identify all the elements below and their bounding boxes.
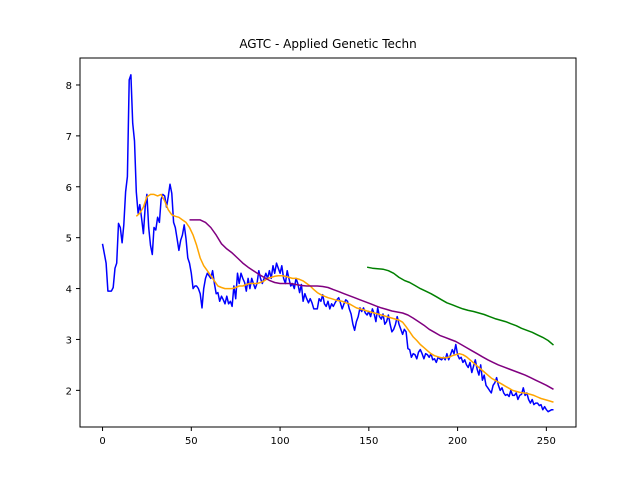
plot-frame [79,57,577,428]
y-tick-label-1: 3 [66,335,72,346]
series-line-3 [366,266,554,346]
series-line-1 [135,193,554,403]
y-tick-label-3: 5 [66,234,72,245]
y-tick-label-6: 8 [66,81,72,92]
x-axis: 0 50 100 150 200 250 [99,427,556,447]
series-line-0 [101,74,554,413]
x-tick-label-0: 0 [99,436,105,447]
chart-title: AGTC - Applied Genetic Techn [239,37,416,51]
x-tick-label-2: 100 [271,436,290,447]
series-line-2 [189,219,554,390]
y-tick-label-5: 7 [66,132,72,143]
x-tick-label-1: 50 [185,436,198,447]
y-tick-label-0: 2 [66,386,72,397]
x-tick-label-4: 200 [448,436,467,447]
x-tick-label-5: 250 [537,436,556,447]
y-tick-label-4: 6 [66,183,72,194]
y-tick-label-2: 4 [66,285,72,296]
series-lines [101,74,554,413]
x-tick-label-3: 150 [359,436,378,447]
y-axis: 2 3 4 5 6 7 8 [66,81,80,397]
